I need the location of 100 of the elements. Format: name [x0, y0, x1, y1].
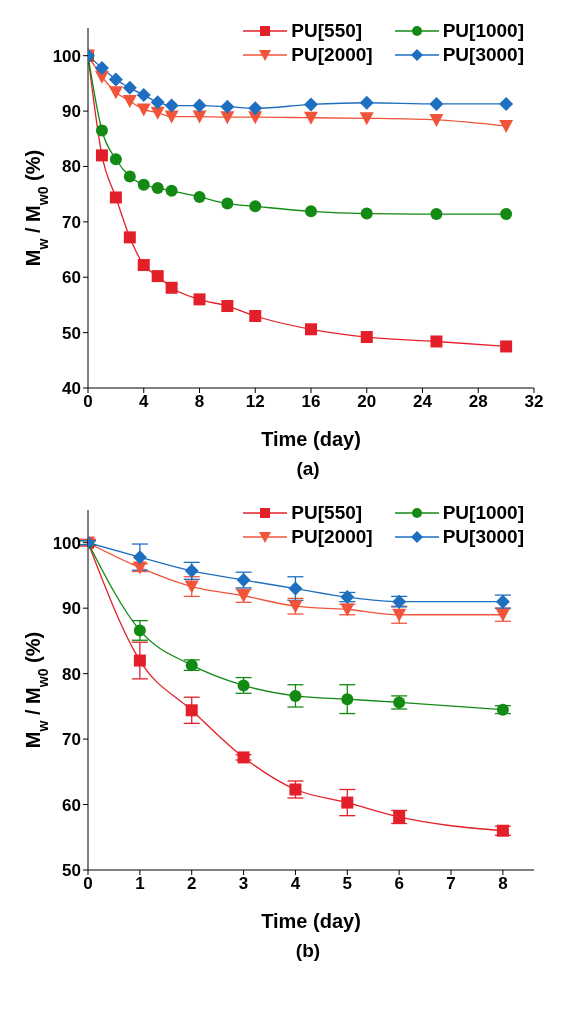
point: [95, 124, 108, 137]
point: [95, 149, 108, 162]
point: [137, 259, 150, 272]
point: [499, 120, 514, 134]
y-tick-label: 90: [62, 599, 81, 619]
point: [341, 796, 354, 809]
x-tick-label: 4: [290, 874, 301, 894]
point: [108, 72, 123, 87]
y-tick-label: 50: [62, 861, 81, 881]
x-tick-label: 24: [413, 392, 433, 412]
point: [132, 550, 147, 565]
y-tick-label: 100: [52, 533, 81, 553]
x-tick-label: 5: [342, 874, 353, 894]
x-tick-label: 6: [394, 874, 404, 894]
x-tick-label: 0: [83, 874, 93, 894]
x-tick-label: 2: [186, 874, 197, 894]
point: [499, 96, 514, 111]
y-tick-label: 70: [62, 730, 81, 750]
point: [304, 111, 318, 125]
point: [305, 323, 317, 336]
y-tick-label: 50: [62, 323, 81, 343]
x-tick-label: 16: [301, 392, 321, 412]
x-tick-label: 12: [245, 392, 265, 412]
legend-label: PU[2000]: [291, 44, 373, 66]
point: [249, 310, 262, 322]
y-tick-label: 100: [52, 46, 81, 66]
point: [133, 654, 146, 667]
point: [193, 293, 206, 306]
legend-label: PU[2000]: [291, 526, 373, 548]
text: (b): [294, 940, 322, 962]
x-tick-label: 20: [357, 392, 377, 412]
point: [429, 113, 444, 127]
point: [248, 101, 263, 116]
point: [359, 112, 374, 126]
point: [185, 704, 198, 717]
point: [109, 153, 122, 166]
point: [184, 580, 199, 594]
point: [164, 98, 179, 113]
y-tick-label: 60: [62, 795, 81, 815]
point: [249, 200, 262, 213]
point: [360, 331, 373, 344]
point: [220, 99, 235, 114]
y-tick-label: 60: [62, 268, 81, 288]
y-tick-label: 70: [62, 212, 81, 232]
point: [165, 184, 178, 197]
point: [122, 80, 137, 95]
x-tick-label: 7: [446, 874, 456, 894]
point: [136, 88, 151, 103]
point: [109, 191, 122, 204]
point: [136, 103, 151, 117]
point: [150, 95, 165, 110]
legend-label: PU[3000]: [442, 44, 524, 66]
y-tick-label: 90: [62, 102, 81, 122]
point: [137, 178, 150, 191]
x-tick-label: 32: [524, 392, 544, 412]
point: [108, 86, 123, 100]
x-axis-title: Time (day): [261, 910, 361, 932]
point: [221, 197, 234, 210]
point: [123, 231, 136, 244]
point: [221, 300, 234, 313]
y-tick-label: 80: [62, 157, 81, 177]
point: [122, 95, 137, 109]
legend-label: PU[550]: [291, 20, 363, 42]
point: [304, 97, 318, 112]
legend-label: PU[550]: [291, 502, 363, 524]
point: [193, 190, 206, 203]
point: [164, 110, 179, 124]
point: [220, 111, 235, 125]
point: [430, 335, 443, 348]
x-tick-label: 4: [139, 392, 150, 412]
point: [500, 340, 513, 353]
x-tick-label: 1: [135, 874, 145, 894]
point: [341, 693, 354, 706]
x-tick-label: 28: [468, 392, 488, 412]
legend-label: PU[1000]: [442, 502, 524, 524]
point: [429, 96, 444, 111]
y-tick-label: 40: [62, 379, 81, 399]
x-tick-label: 0: [83, 392, 93, 412]
point: [151, 182, 164, 195]
point: [500, 208, 513, 221]
point: [360, 207, 373, 220]
point: [150, 106, 165, 120]
point: [165, 281, 178, 294]
point: [151, 270, 164, 283]
x-tick-label: 3: [238, 874, 249, 894]
legend-label: PU[3000]: [442, 526, 524, 548]
point: [288, 581, 303, 596]
point: [133, 624, 146, 637]
point: [94, 60, 109, 75]
x-tick-label: 8: [194, 392, 205, 412]
x-tick-label: 8: [498, 874, 508, 894]
point: [123, 170, 136, 183]
legend-label: PU[1000]: [442, 20, 524, 42]
y-tick-label: 80: [62, 664, 81, 684]
text: (a): [295, 458, 321, 480]
point: [430, 208, 443, 221]
point: [192, 98, 207, 113]
point: [289, 689, 302, 702]
point: [359, 95, 374, 110]
point: [305, 205, 317, 218]
